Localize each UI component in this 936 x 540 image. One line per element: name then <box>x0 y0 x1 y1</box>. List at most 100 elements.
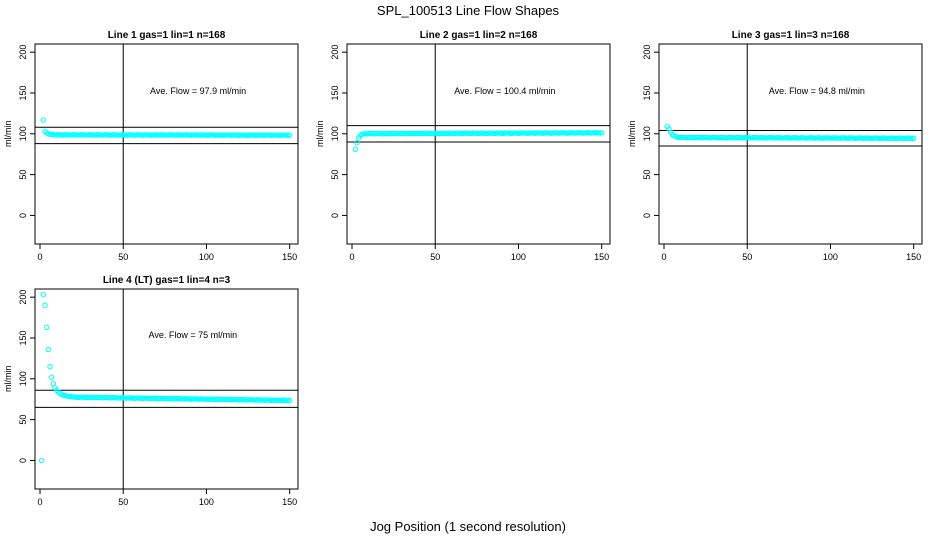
panel-2: Line 2 gas=1 lin=2 n=168 0 50 100 150 0 50 100 1… <box>315 30 611 262</box>
y-tick-label: 0 <box>642 213 652 218</box>
x-tick-label: 100 <box>823 252 838 262</box>
data-point <box>547 130 553 136</box>
data-point <box>40 292 47 298</box>
data-point <box>243 397 250 403</box>
data-point <box>78 394 85 400</box>
data-point <box>167 395 173 402</box>
data-point <box>567 130 573 136</box>
data-point <box>195 396 201 402</box>
data-point <box>362 131 369 137</box>
data-point <box>702 134 709 141</box>
figure-x-label: Jog Position (1 second resolution) <box>370 519 566 534</box>
data-point <box>223 396 230 402</box>
data-point <box>215 132 221 138</box>
data-point <box>686 134 692 141</box>
x-tick-label: 0 <box>661 252 666 262</box>
data-point <box>138 395 145 402</box>
data-point <box>535 130 542 136</box>
y-tick-label: 100 <box>642 126 652 141</box>
data-point <box>410 130 417 137</box>
y-tick-label: 50 <box>330 170 340 180</box>
data-point <box>58 132 65 138</box>
data-point <box>910 135 917 141</box>
data-point <box>352 146 359 153</box>
data-point <box>682 134 689 141</box>
data-point <box>138 132 145 138</box>
average-flow-annotation: Ave. Flow = 97.9 ml/min <box>150 86 246 96</box>
data-point <box>252 132 258 139</box>
data-point <box>907 135 914 142</box>
data-point <box>283 132 290 139</box>
data-point <box>791 135 797 141</box>
data-point <box>147 132 153 138</box>
data-point <box>714 135 720 141</box>
data-point <box>555 130 562 136</box>
data-point <box>110 394 116 401</box>
data-point <box>78 132 85 138</box>
y-tick-label: 200 <box>642 45 652 60</box>
y-tick-label: 150 <box>330 85 340 100</box>
y-tick-label: 100 <box>330 126 340 141</box>
data-points <box>352 129 605 153</box>
y-tick-label: 100 <box>18 371 28 386</box>
data-point <box>779 135 785 141</box>
data-point <box>507 130 513 137</box>
y-tick-label: 100 <box>18 126 28 141</box>
data-point <box>439 130 445 136</box>
data-point <box>519 130 525 136</box>
data-point <box>235 132 241 138</box>
y-tick-label: 150 <box>18 85 28 100</box>
data-point <box>895 135 902 141</box>
x-tick-label: 100 <box>199 497 214 507</box>
data-point <box>195 132 201 138</box>
data-point <box>422 130 428 137</box>
data-point <box>694 134 700 141</box>
data-points <box>664 123 917 142</box>
data-point <box>819 135 825 141</box>
data-point <box>203 396 210 403</box>
data-point <box>595 130 602 136</box>
data-point <box>450 130 457 137</box>
data-point <box>187 396 193 402</box>
data-point <box>467 130 473 137</box>
data-point <box>286 132 293 138</box>
data-point <box>527 130 533 136</box>
data-points <box>38 292 293 464</box>
data-point <box>811 135 817 141</box>
data-point <box>207 396 213 402</box>
data-point <box>175 132 181 138</box>
data-point <box>175 395 181 402</box>
data-point <box>252 397 258 403</box>
data-point <box>419 130 425 137</box>
data-point <box>98 132 105 138</box>
average-flow-annotation: Ave. Flow = 94.8 ml/min <box>769 86 865 96</box>
data-point <box>564 130 570 136</box>
data-point <box>867 135 874 142</box>
data-point <box>370 131 377 137</box>
data-point <box>42 302 48 309</box>
data-point <box>62 132 68 138</box>
y-tick-label: 0 <box>330 213 340 218</box>
y-tick-label: 150 <box>18 330 28 345</box>
panels: Line 1 gas=1 lin=1 n=168 0 50 100 150 0 50 100 1… <box>3 30 923 507</box>
data-point <box>43 324 50 331</box>
panel-1: Line 1 gas=1 lin=1 n=168 0 50 100 150 0 50 100 1… <box>3 30 299 262</box>
data-point <box>839 135 845 141</box>
data-point <box>38 457 45 464</box>
x-tick-label: 100 <box>199 252 214 262</box>
x-tick-label: 0 <box>37 252 42 262</box>
x-tick-label: 0 <box>349 252 354 262</box>
data-point <box>515 130 522 136</box>
data-point <box>47 363 53 370</box>
data-point <box>762 135 769 141</box>
y-tick-label: 200 <box>330 45 340 60</box>
data-point <box>187 132 193 138</box>
data-point <box>751 134 757 141</box>
data-point <box>118 132 125 138</box>
data-point <box>40 117 47 123</box>
data-point <box>283 397 290 404</box>
data-point <box>255 397 261 403</box>
data-point <box>782 135 789 141</box>
data-point <box>155 395 161 402</box>
